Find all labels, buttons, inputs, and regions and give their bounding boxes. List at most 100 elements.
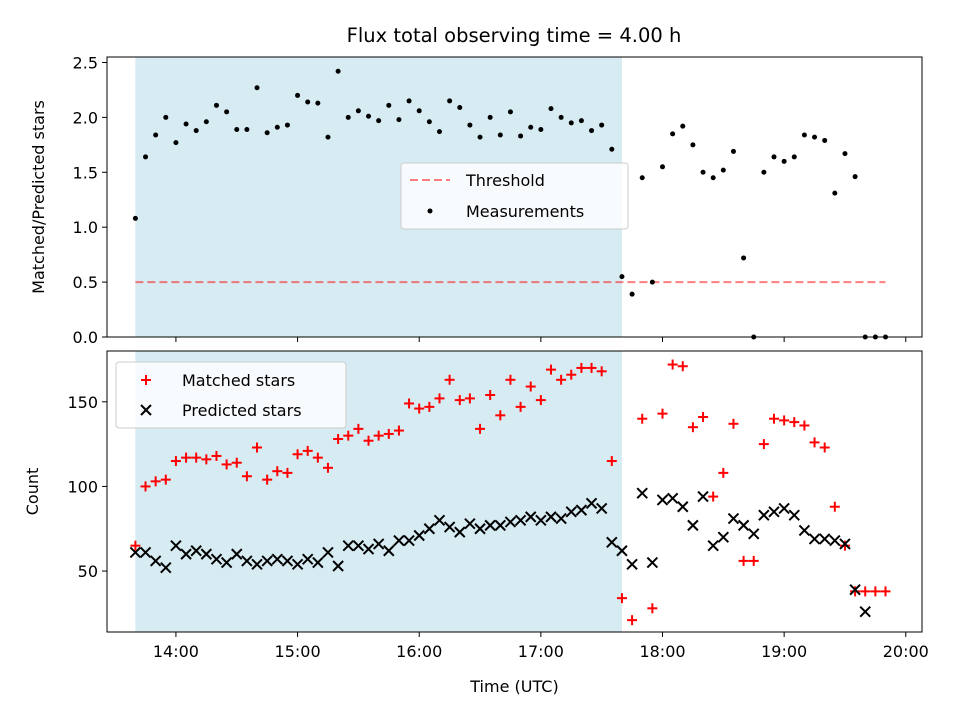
matched-point	[647, 603, 658, 614]
matched-point	[718, 467, 729, 478]
matched-point	[850, 586, 861, 597]
predicted-point	[443, 521, 456, 533]
matched-point	[292, 449, 303, 460]
measurement-point	[700, 169, 706, 175]
matched-point	[414, 403, 425, 414]
predicted-point	[383, 545, 395, 557]
matched-point	[322, 462, 333, 473]
predicted-point	[281, 555, 294, 567]
predicted-point	[200, 548, 213, 560]
legend-label: Threshold	[465, 171, 545, 190]
top-panel: 0.0 0.5 1.0 1.5 2.0 2.5 Matched/Predicted sta…	[29, 53, 923, 347]
x-tick-label: 19:00	[761, 642, 807, 661]
predicted-point	[585, 497, 598, 510]
predicted-point	[393, 534, 405, 547]
matched-point	[404, 398, 415, 409]
measurement-point	[812, 134, 818, 140]
predicted-point	[727, 512, 740, 525]
predicted-point	[312, 556, 324, 569]
matched-point	[272, 466, 283, 477]
matched-point	[353, 423, 364, 434]
matched-point	[485, 390, 496, 401]
matched-point	[333, 434, 344, 445]
matched-point	[343, 430, 354, 441]
matched-point	[545, 364, 556, 375]
measurement-point	[213, 102, 219, 108]
measurement-point	[224, 109, 230, 115]
y-tick-label: 0.5	[73, 273, 98, 292]
matched-point	[160, 474, 171, 485]
bottom-y-axis: 50 100 150	[67, 393, 107, 581]
matched-point	[231, 457, 242, 468]
measurement-point	[649, 279, 655, 285]
matched-point	[141, 375, 151, 385]
measurement-point	[771, 154, 777, 160]
predicted-stars-series	[129, 487, 871, 618]
matched-point	[424, 401, 435, 412]
matched-point	[677, 361, 688, 372]
bottom-x-axis: 14:00 15:00 16:00 17:00 18:00 19:00 20:00	[153, 632, 929, 661]
predicted-point	[818, 533, 831, 545]
matched-point	[170, 456, 181, 467]
measurement-point	[264, 130, 270, 136]
predicted-point	[859, 605, 871, 618]
predicted-point	[565, 506, 577, 518]
measurement-point	[274, 124, 280, 130]
matched-stars-series	[130, 359, 891, 626]
top-x-ticks	[175, 337, 907, 342]
matched-point	[140, 481, 151, 492]
x-tick-label: 17:00	[518, 642, 564, 661]
matched-point	[596, 366, 607, 377]
predicted-point	[616, 545, 628, 557]
matched-point	[373, 430, 384, 441]
matched-point	[860, 586, 871, 597]
top-axes-frame	[106, 56, 923, 338]
matched-point	[363, 435, 374, 446]
measurement-point	[173, 140, 179, 146]
y-tick-label: 2.0	[73, 108, 98, 127]
predicted-point	[413, 529, 425, 542]
predicted-point	[261, 555, 273, 567]
measurement-point	[284, 122, 290, 128]
matched-point	[789, 417, 800, 428]
matched-point	[758, 439, 769, 450]
matched-point	[708, 491, 719, 502]
legend-label: Predicted stars	[182, 401, 302, 420]
predicted-point	[362, 543, 375, 555]
bottom-y-axis-label: Count	[23, 468, 42, 516]
predicted-point	[474, 523, 486, 535]
matched-point	[779, 415, 790, 426]
predicted-point	[484, 519, 496, 532]
matched-point	[566, 369, 577, 380]
matched-point	[393, 425, 404, 436]
x-tick-label: 16:00	[396, 642, 442, 661]
measurement-point	[507, 109, 513, 115]
predicted-point	[829, 534, 841, 547]
predicted-point	[160, 561, 172, 574]
measurement-point	[599, 122, 605, 128]
predicted-point	[210, 553, 223, 565]
matched-point	[586, 362, 597, 373]
matched-point	[454, 395, 465, 406]
predicted-point	[464, 517, 476, 530]
y-tick-label: 50	[78, 562, 98, 581]
predicted-point	[140, 404, 152, 416]
measurement-point	[822, 137, 828, 143]
matched-point	[444, 374, 455, 385]
measurement-point	[244, 126, 250, 132]
measurement-point	[376, 118, 382, 124]
measurement-point	[315, 100, 321, 106]
y-tick-label: 150	[67, 393, 98, 412]
matched-point	[880, 586, 891, 597]
matched-point	[738, 555, 749, 566]
predicted-point	[180, 548, 192, 560]
measurement-point	[609, 146, 615, 152]
predicted-point	[535, 514, 547, 526]
matched-point	[637, 413, 648, 424]
y-tick-label: 2.5	[73, 53, 98, 72]
measurement-point	[366, 113, 372, 119]
measurement-point	[467, 122, 473, 128]
y-tick-label: 1.5	[73, 163, 98, 182]
predicted-point	[241, 555, 253, 567]
measurement-point	[396, 117, 402, 123]
